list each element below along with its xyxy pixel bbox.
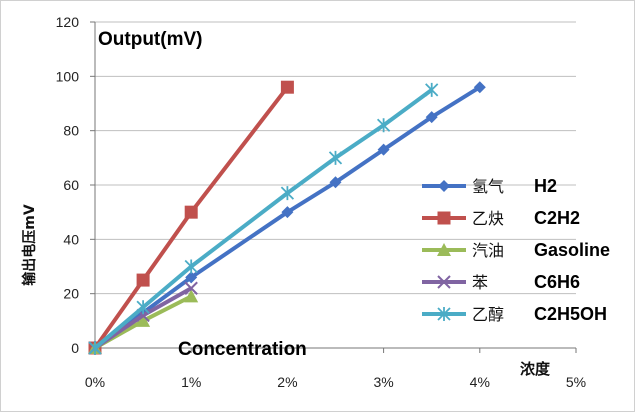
x-tick-label: 3% bbox=[373, 374, 393, 390]
point-marker bbox=[281, 206, 294, 219]
legend-entry: 氢气 H2 bbox=[422, 176, 557, 196]
legend-label-english: C6H6 bbox=[534, 272, 580, 292]
point-marker bbox=[437, 211, 451, 225]
output-annotation: Output(mV) bbox=[98, 29, 202, 50]
legend-entry: 乙炔 C2H2 bbox=[422, 208, 580, 228]
point-marker bbox=[437, 275, 451, 289]
legend-entry: 乙醇 C2H5OH bbox=[422, 304, 607, 324]
point-marker bbox=[184, 289, 199, 303]
point-marker bbox=[329, 176, 342, 189]
legend-label: 乙炔 bbox=[472, 209, 504, 228]
point-marker bbox=[473, 81, 486, 94]
point-marker bbox=[184, 281, 198, 295]
series-group bbox=[88, 80, 486, 355]
point-marker bbox=[184, 259, 198, 274]
x-axis-label: 浓度 bbox=[520, 360, 551, 378]
point-marker bbox=[377, 143, 390, 156]
point-marker bbox=[136, 300, 150, 315]
point-marker bbox=[376, 118, 391, 133]
point-marker bbox=[280, 80, 294, 94]
legend-label-english: C2H5OH bbox=[534, 304, 607, 324]
legend-label-english: C2H2 bbox=[534, 208, 580, 228]
x-tick-label: 0% bbox=[85, 374, 105, 390]
point-marker bbox=[184, 205, 198, 219]
point-marker bbox=[88, 341, 102, 355]
gridlines bbox=[95, 21, 576, 295]
point-marker bbox=[425, 82, 439, 97]
legend-entry: 汽油 Gasoline bbox=[422, 240, 610, 260]
series-line bbox=[93, 85, 481, 350]
y-axis-label: 输出电压mV bbox=[21, 204, 38, 286]
x-tick-label: 1% bbox=[181, 374, 201, 390]
y-tick-label: 60 bbox=[63, 177, 79, 193]
point-marker bbox=[328, 150, 343, 165]
legend-label: 氢气 bbox=[472, 177, 504, 196]
legend-label: 乙醇 bbox=[472, 305, 504, 324]
legend-entry: 苯 C6H6 bbox=[422, 272, 580, 292]
y-tick-label: 100 bbox=[56, 68, 80, 84]
legend-label-english: H2 bbox=[534, 176, 557, 196]
point-marker bbox=[185, 271, 198, 284]
y-tick-label: 40 bbox=[63, 231, 79, 247]
legend-label: 苯 bbox=[472, 273, 488, 292]
y-tick-label: 0 bbox=[71, 340, 79, 356]
legend-label-english: Gasoline bbox=[534, 240, 610, 260]
point-marker bbox=[136, 273, 150, 287]
x-tick-label: 5% bbox=[566, 374, 586, 390]
y-tick-label: 80 bbox=[63, 123, 79, 139]
series-4 bbox=[88, 82, 439, 355]
x-tick-labels: 0% 1% 2% 3% 4% 5% bbox=[85, 374, 586, 390]
y-tick-label: 20 bbox=[63, 286, 79, 302]
point-marker bbox=[437, 243, 451, 256]
legend: 氢气 H2 乙炔 C2H2 汽油 Gasoline 苯 C6H6 乙醇 C2H5OH bbox=[422, 176, 610, 324]
x-tick-label: 2% bbox=[277, 374, 297, 390]
x-tick-label: 4% bbox=[470, 374, 490, 390]
series-line bbox=[93, 85, 289, 350]
concentration-annotation: Concentration bbox=[178, 339, 307, 360]
legend-label: 汽油 bbox=[472, 241, 504, 260]
y-tick-labels: 0 20 40 60 80 100 120 bbox=[56, 14, 80, 356]
point-marker bbox=[136, 313, 151, 327]
point-marker bbox=[425, 111, 438, 124]
point-marker bbox=[438, 180, 450, 192]
point-marker bbox=[280, 186, 295, 201]
y-tick-label: 120 bbox=[56, 14, 80, 30]
point-marker bbox=[437, 307, 451, 321]
